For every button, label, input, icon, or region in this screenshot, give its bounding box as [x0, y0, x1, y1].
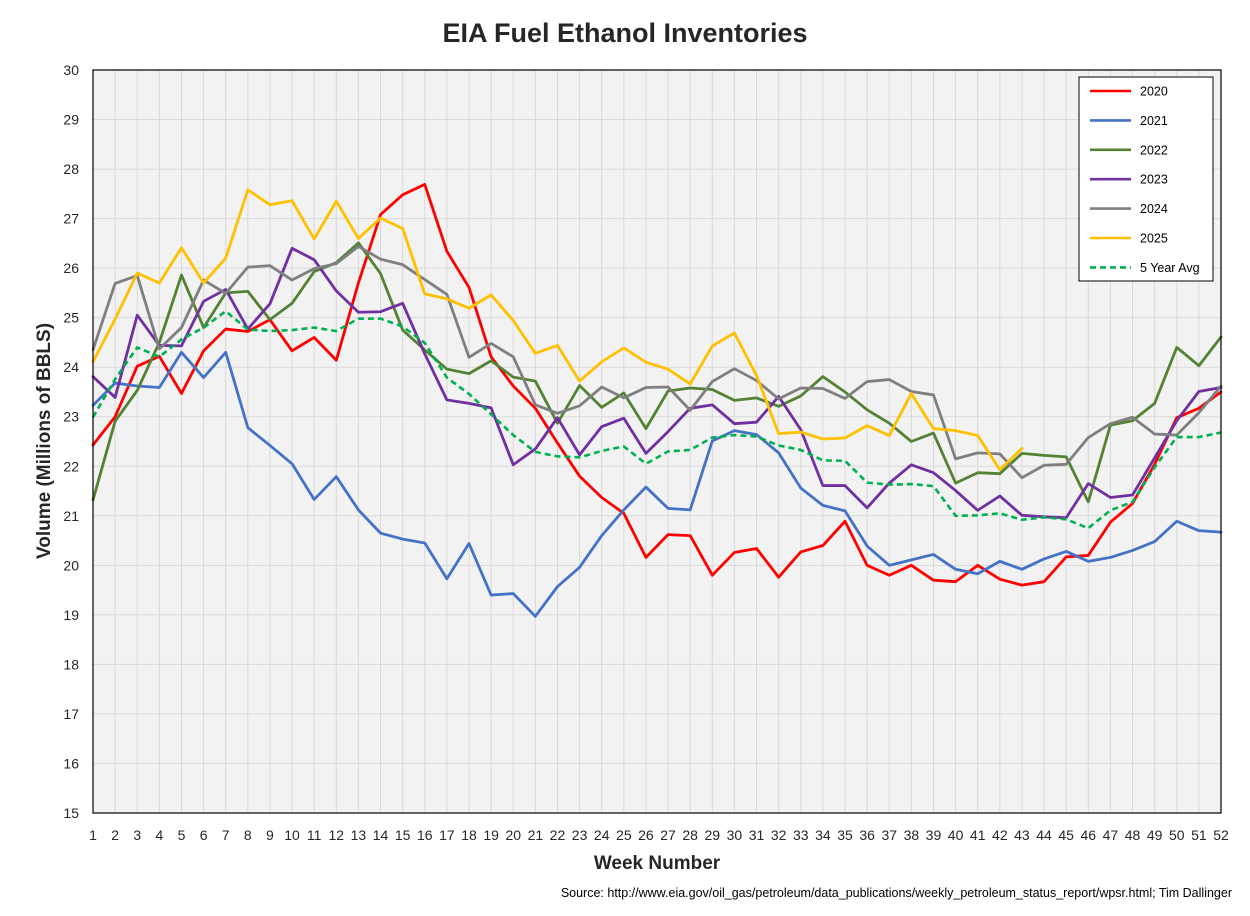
x-tick-label: 27 — [660, 827, 676, 843]
y-tick-label: 24 — [63, 359, 79, 375]
x-tick-label: 50 — [1169, 827, 1185, 843]
x-tick-label: 46 — [1081, 827, 1097, 843]
x-tick-label: 15 — [395, 827, 411, 843]
legend-label: 2023 — [1140, 173, 1168, 187]
x-tick-label: 49 — [1147, 827, 1163, 843]
y-tick-label: 15 — [63, 805, 79, 821]
source-note: Source: http://www.eia.gov/oil_gas/petro… — [561, 886, 1232, 900]
series-line-2023 — [91, 246, 1223, 520]
x-tick-label: 47 — [1103, 827, 1119, 843]
x-tick-label: 18 — [461, 827, 477, 843]
x-tick-label: 41 — [970, 827, 986, 843]
y-tick-label: 28 — [63, 161, 79, 177]
y-tick-label: 27 — [63, 211, 79, 227]
x-tick-label: 42 — [992, 827, 1008, 843]
x-axis-title: Week Number — [594, 853, 721, 874]
x-tick-label: 40 — [948, 827, 964, 843]
x-tick-label: 36 — [859, 827, 875, 843]
x-tick-label: 35 — [837, 827, 853, 843]
y-tick-label: 17 — [63, 706, 79, 722]
y-tick-label: 19 — [63, 607, 79, 623]
x-tick-label: 48 — [1125, 827, 1141, 843]
x-tick-label: 9 — [266, 827, 274, 843]
y-tick-label: 30 — [63, 62, 79, 78]
x-tick-label: 34 — [815, 827, 831, 843]
series-line-2025 — [91, 188, 1024, 472]
y-axis-title: Volume (Millions of BBLS) — [34, 323, 55, 559]
legend-label: 2020 — [1140, 85, 1168, 99]
x-tick-label: 38 — [904, 827, 920, 843]
x-tick-label: 45 — [1058, 827, 1074, 843]
x-tick-label: 30 — [727, 827, 743, 843]
y-tick-label: 29 — [63, 112, 79, 128]
y-tick-label: 23 — [63, 409, 79, 425]
x-tick-label: 17 — [439, 827, 455, 843]
y-tick-label: 25 — [63, 310, 79, 326]
x-tick-label: 7 — [222, 827, 230, 843]
x-axis-ticks: 1 2 3 4 5 6 7 8 9 10 11 12 13 14 15 16 17 18 19 20 21 22 23 24 2… — [89, 827, 1229, 843]
y-axis-ticks: 15 16 17 18 19 20 21 22 23 24 25 26 27 28 29 30 — [63, 62, 79, 821]
y-tick-label: 21 — [63, 508, 79, 524]
x-tick-label: 5 — [178, 827, 186, 843]
plot-border — [92, 69, 1222, 814]
x-tick-label: 10 — [284, 827, 300, 843]
x-tick-label: 16 — [417, 827, 433, 843]
x-tick-label: 11 — [307, 827, 322, 843]
x-tick-label: 52 — [1213, 827, 1229, 843]
x-tick-label: 24 — [594, 827, 610, 843]
legend-label: 2024 — [1140, 202, 1168, 216]
series-line-2024 — [91, 244, 1223, 480]
series-line-2020 — [91, 183, 1223, 587]
x-tick-label: 22 — [550, 827, 566, 843]
x-tick-label: 1 — [89, 827, 97, 843]
x-tick-label: 29 — [705, 827, 721, 843]
y-tick-label: 22 — [63, 458, 79, 474]
legend-label: 2021 — [1140, 114, 1168, 128]
series-line-2022 — [91, 241, 1223, 504]
x-tick-label: 33 — [793, 827, 809, 843]
y-tick-label: 20 — [63, 557, 79, 573]
x-tick-label: 23 — [572, 827, 588, 843]
legend: 2020 2021 2022 2023 2024 2025 5 Year Avg — [1078, 76, 1214, 282]
gridlines — [92, 69, 1222, 814]
x-tick-label: 26 — [638, 827, 654, 843]
x-tick-label: 20 — [505, 827, 521, 843]
series-line-5-year-avg — [91, 309, 1222, 530]
x-tick-label: 19 — [483, 827, 499, 843]
y-tick-label: 26 — [63, 260, 79, 276]
legend-label: 2025 — [1140, 232, 1168, 246]
x-tick-label: 28 — [682, 827, 698, 843]
y-tick-label: 18 — [63, 656, 79, 672]
x-tick-label: 31 — [749, 827, 765, 843]
x-tick-label: 12 — [329, 827, 345, 843]
x-tick-label: 37 — [881, 827, 897, 843]
x-tick-label: 8 — [244, 827, 252, 843]
chart-title: EIA Fuel Ethanol Inventories — [442, 18, 807, 48]
legend-label: 5 Year Avg — [1140, 261, 1200, 275]
x-tick-label: 3 — [133, 827, 141, 843]
x-tick-label: 2 — [111, 827, 119, 843]
x-tick-label: 4 — [155, 827, 163, 843]
x-tick-label: 21 — [528, 827, 544, 843]
legend-label: 2022 — [1140, 143, 1168, 157]
x-tick-label: 32 — [771, 827, 787, 843]
x-tick-label: 13 — [351, 827, 367, 843]
x-tick-label: 44 — [1036, 827, 1052, 843]
series-lines — [91, 183, 1223, 618]
legend-items: 2020 2021 2022 2023 2024 2025 5 Year Avg — [1090, 85, 1200, 275]
series-line-2021 — [91, 350, 1223, 618]
x-tick-label: 6 — [200, 827, 208, 843]
x-tick-label: 14 — [373, 827, 389, 843]
x-tick-label: 43 — [1014, 827, 1030, 843]
x-tick-label: 51 — [1191, 827, 1207, 843]
x-tick-label: 25 — [616, 827, 632, 843]
y-tick-label: 16 — [63, 755, 79, 771]
x-tick-label: 39 — [926, 827, 942, 843]
